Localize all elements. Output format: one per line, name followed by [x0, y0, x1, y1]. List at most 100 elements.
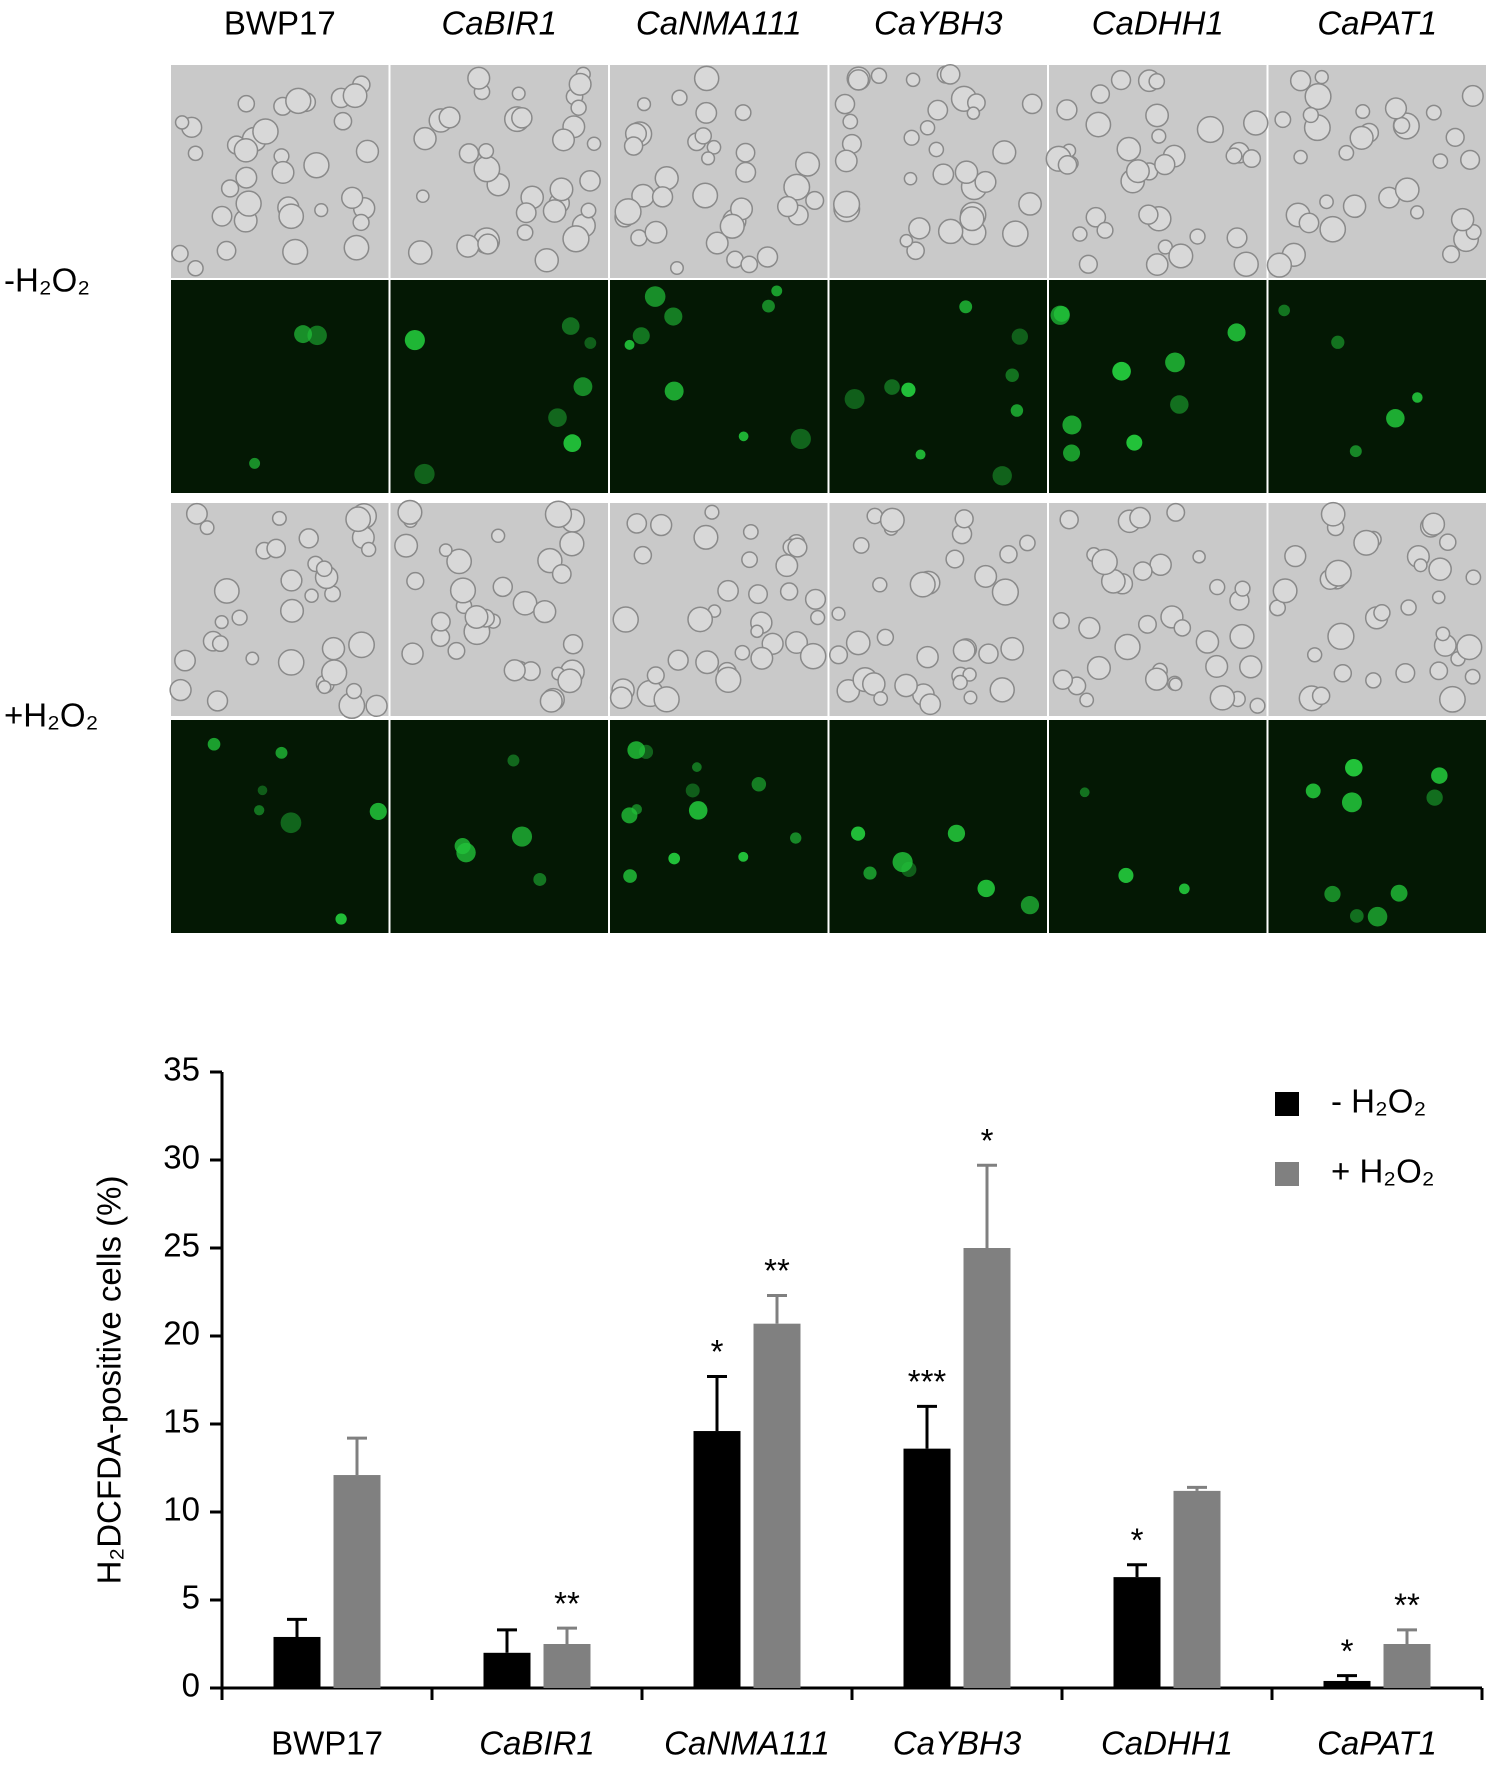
cell — [271, 510, 287, 526]
cell-glow — [1345, 758, 1363, 777]
cell — [355, 139, 380, 164]
cell — [216, 240, 237, 261]
column-label: CaYBH3 — [874, 5, 1003, 42]
cell — [927, 99, 949, 121]
cell — [352, 213, 370, 232]
cell — [1298, 212, 1320, 234]
cell-glow — [844, 389, 865, 410]
y-tick-label: 20 — [163, 1315, 200, 1352]
cell — [449, 577, 477, 604]
error-bar — [977, 1163, 997, 1248]
cell — [903, 171, 918, 186]
cell — [1319, 215, 1347, 243]
error-bar — [707, 1374, 727, 1432]
cell — [280, 569, 303, 592]
cell — [1319, 194, 1334, 210]
cell-glow — [294, 325, 313, 344]
cell — [609, 686, 633, 710]
cell-glow — [1170, 395, 1189, 414]
cell — [1138, 204, 1159, 225]
cell — [694, 127, 713, 145]
cell — [740, 255, 759, 274]
cell — [562, 225, 590, 253]
cell — [939, 64, 961, 85]
cell — [962, 667, 977, 682]
cell-glow — [738, 431, 749, 442]
cell — [1311, 686, 1331, 706]
cell-glow — [884, 379, 900, 395]
cell-glow — [1349, 445, 1362, 458]
cell — [954, 509, 974, 529]
cell-glow — [1331, 335, 1345, 349]
cell — [1110, 69, 1132, 91]
error-bar — [1337, 1674, 1357, 1681]
y-tick-label: 0 — [182, 1667, 200, 1704]
cell — [905, 72, 921, 88]
cell — [810, 609, 826, 626]
cell — [842, 113, 859, 130]
fluorescence-image — [829, 720, 1047, 933]
cell-glow — [790, 428, 811, 449]
cell-glow — [1020, 896, 1040, 915]
cell — [1144, 667, 1169, 691]
cell — [963, 690, 978, 705]
fluorescence-image — [390, 280, 608, 493]
brightfield-image — [390, 65, 608, 278]
cell-glow — [892, 851, 913, 873]
y-tick-label: 30 — [163, 1139, 200, 1176]
brightfield-image — [1045, 65, 1269, 278]
cell — [903, 129, 920, 146]
cell — [467, 66, 491, 90]
cell — [1349, 125, 1374, 150]
cell — [974, 564, 998, 588]
cell-glow — [1367, 906, 1388, 927]
error-bar — [497, 1628, 517, 1653]
cell-glow — [915, 449, 926, 460]
cell — [1078, 616, 1101, 640]
cell — [1114, 633, 1141, 661]
brightfield-image — [390, 499, 608, 716]
cell — [1137, 614, 1157, 634]
cell-glow — [584, 337, 597, 349]
cell — [704, 504, 720, 520]
cell-glow — [977, 879, 995, 898]
cell — [220, 179, 240, 198]
cell — [586, 136, 602, 152]
cell — [343, 234, 370, 261]
cell — [394, 533, 419, 558]
cell — [794, 151, 821, 177]
cell-glow — [1178, 883, 1190, 895]
cell — [214, 614, 229, 630]
cell — [954, 160, 979, 185]
cell — [233, 138, 259, 163]
cell-glow — [947, 824, 966, 843]
cell — [614, 198, 642, 226]
cell-glow — [563, 434, 582, 453]
row-label: +H₂O₂ — [4, 697, 98, 734]
cell — [1018, 191, 1042, 216]
cell — [542, 199, 567, 223]
cell — [959, 206, 985, 232]
cell-glow — [275, 746, 288, 759]
column-label: CaPAT1 — [1317, 5, 1437, 42]
cell — [231, 609, 248, 626]
cell — [187, 145, 204, 162]
cell — [279, 598, 305, 623]
cell — [1151, 128, 1167, 144]
cell — [438, 106, 461, 129]
cell-glow — [1118, 867, 1134, 883]
cell — [706, 139, 722, 155]
cell — [539, 689, 563, 713]
cell — [1242, 149, 1262, 169]
cell — [1284, 544, 1307, 568]
image-background — [1268, 65, 1486, 278]
significance-label: * — [1341, 1632, 1354, 1669]
y-tick-label: 15 — [163, 1403, 200, 1440]
fluorescence-image — [171, 720, 389, 933]
y-tick-label: 10 — [163, 1491, 200, 1528]
cell — [333, 111, 353, 131]
cell-glow — [685, 783, 700, 798]
cell — [1320, 501, 1346, 527]
cell — [321, 636, 346, 661]
cell — [779, 582, 799, 601]
